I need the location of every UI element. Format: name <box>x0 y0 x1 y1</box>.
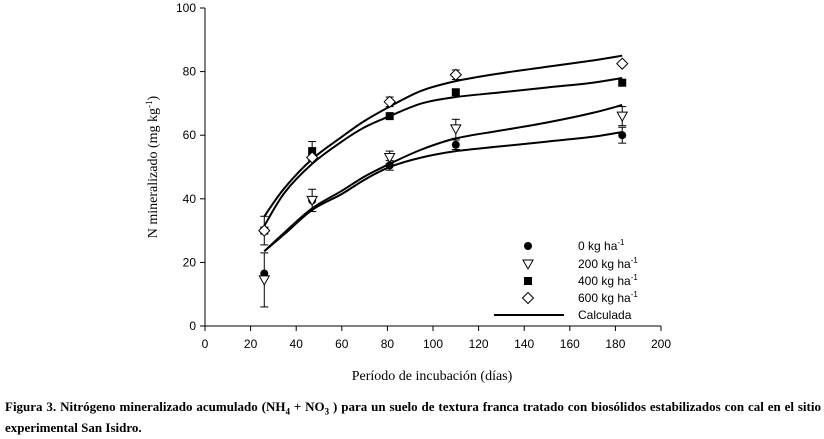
data-point <box>451 140 460 149</box>
x-axis-title: Período de incubación (días) <box>352 369 513 384</box>
y-tick-label: 20 <box>183 255 197 269</box>
data-point <box>449 124 462 135</box>
legend-label-sup: -1 <box>631 290 639 299</box>
y-axis-title: N mineralizado (mg kg-1) <box>144 95 161 238</box>
y-tick-label: 40 <box>183 192 197 206</box>
caption-mid: + NO <box>289 399 325 414</box>
x-tick-label: 180 <box>605 337 625 351</box>
fitted-curve <box>263 131 623 253</box>
legend-marker <box>524 277 532 285</box>
caption-prefix: Figura 3. Nitrógeno mineralizado acumula… <box>5 399 286 414</box>
data-point <box>451 88 460 97</box>
data-point <box>258 275 271 286</box>
fitted-curve <box>263 104 623 253</box>
data-point <box>616 111 629 123</box>
x-tick-label: 140 <box>514 337 534 351</box>
x-tick-label: 100 <box>423 337 443 351</box>
fitted-curve <box>263 54 623 217</box>
caption-sub-3: 3 <box>324 406 330 417</box>
legend-label-main: 400 kg ha <box>578 274 631 288</box>
x-tick-label: 80 <box>381 337 395 351</box>
data-point <box>383 95 396 109</box>
legend-label-sup: -1 <box>617 238 625 247</box>
legend-label: 200 kg ha-1 <box>578 256 638 271</box>
y-axis-ticks: 0 20 40 60 80 100 <box>176 1 205 333</box>
legend-label-sup: -1 <box>631 256 639 265</box>
legend-label-sup: -1 <box>631 273 639 282</box>
legend-marker <box>521 291 535 305</box>
data-point <box>618 78 627 87</box>
x-tick-label: 200 <box>651 337 671 351</box>
x-tick-label: 120 <box>469 337 489 351</box>
y-tick-label: 60 <box>183 128 197 142</box>
y-tick-label: 0 <box>189 319 196 333</box>
data-point <box>306 195 319 207</box>
y-tick-label: 80 <box>183 65 197 79</box>
legend-marker <box>522 259 534 271</box>
y-axis-title-sup: -1 <box>144 100 154 108</box>
data-point <box>305 151 319 164</box>
error-bars <box>260 69 627 308</box>
y-axis-title-end: ) <box>146 95 161 100</box>
data-point <box>258 224 271 237</box>
x-tick-label: 20 <box>244 337 258 351</box>
caption-sub-4: 4 <box>285 406 290 417</box>
data-point <box>383 152 396 164</box>
data-point <box>618 131 627 140</box>
legend-label: Calculada <box>578 308 632 322</box>
legend-marker <box>524 242 532 250</box>
data-point <box>308 147 317 156</box>
chart: 0 20 40 60 80 100 0 20 40 60 80 100 120 140 160 180 200… <box>144 1 671 384</box>
legend-label-main: 600 kg ha <box>578 291 631 305</box>
fitted-curves <box>263 54 623 253</box>
x-tick-label: 40 <box>290 337 304 351</box>
fitted-curve <box>263 77 623 227</box>
legend-label-main: 0 kg ha <box>578 239 618 253</box>
caption-suffix: ) para un suelo de textura franca tratad… <box>5 399 821 435</box>
data-point <box>616 57 629 70</box>
y-tick-label: 100 <box>176 1 196 15</box>
figure-caption: Figura 3. Nitrógeno mineralizado acumula… <box>5 399 821 435</box>
legend-label: 0 kg ha-1 <box>578 238 625 253</box>
data-point <box>385 161 394 170</box>
data-point <box>449 68 463 81</box>
data-point <box>385 112 394 121</box>
x-tick-label: 160 <box>560 337 580 351</box>
data-markers <box>258 57 629 286</box>
x-tick-label: 0 <box>202 337 209 351</box>
x-axis-ticks: 0 20 40 60 80 100 120 140 160 180 200 <box>202 326 671 351</box>
x-tick-label: 60 <box>335 337 349 351</box>
y-axis-title-main: N mineralizado (mg kg <box>146 108 161 238</box>
legend-label: 600 kg ha-1 <box>578 290 638 305</box>
legend-label: 400 kg ha-1 <box>578 273 638 288</box>
legend-label-main: 200 kg ha <box>578 257 631 271</box>
